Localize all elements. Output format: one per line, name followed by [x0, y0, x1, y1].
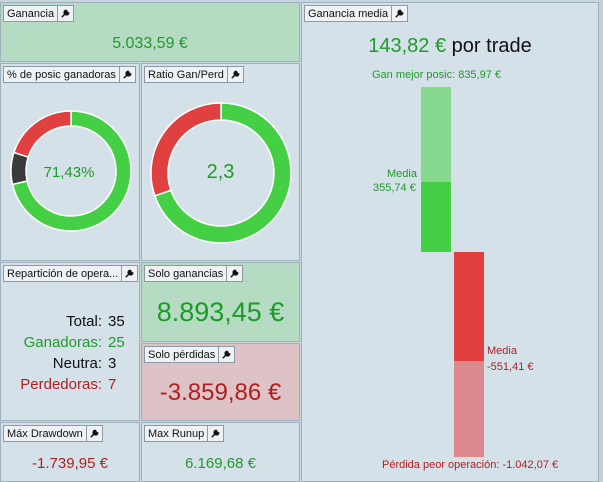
- wrench-icon[interactable]: [57, 6, 73, 21]
- row-value: 35: [108, 313, 125, 330]
- solo-ganancias-panel: Solo ganancias 8.893,45 €: [141, 262, 300, 342]
- solo-ganancias-value: 8.893,45 €: [156, 297, 285, 327]
- loss-segment: [12, 110, 72, 159]
- ganancia-value: 5.033,59 €: [112, 35, 188, 52]
- ganancia-media-title: Ganancia media: [308, 7, 389, 20]
- solo-ganancias-title: Solo ganancias: [148, 267, 224, 280]
- ganancia-media-panel: Ganancia media 143,82 € por trade Gan me…: [301, 2, 599, 482]
- max-runup-header: Max Runup: [144, 425, 225, 442]
- ganancia-header: Ganancia: [3, 5, 75, 22]
- wrench-icon[interactable]: [207, 426, 223, 441]
- row-value: 25: [108, 334, 125, 351]
- row-label: Ganadoras:: [23, 334, 102, 351]
- wrench-icon[interactable]: [85, 426, 102, 441]
- loss-segment: [150, 102, 222, 197]
- wrench-icon[interactable]: [118, 67, 135, 82]
- ratio-value: 2,3: [206, 161, 235, 183]
- pct-ganadoras-donut: [10, 110, 132, 232]
- pct-ganadoras-panel: % de posic ganadoras 71,43%: [0, 63, 140, 261]
- win-avg-bar: [421, 181, 451, 252]
- win-segment: [11, 110, 132, 232]
- reparticion-title: Repartición de opera...: [7, 267, 119, 280]
- row-value: 7: [108, 376, 117, 393]
- max-runup-panel: Max Runup 6.169,68 €: [141, 422, 300, 482]
- solo-perdidas-value: -3.859,86 €: [159, 379, 282, 406]
- loss-avg-bar: [454, 252, 484, 361]
- ganancia-title: Ganancia: [7, 7, 55, 20]
- wrench-icon[interactable]: [121, 266, 137, 281]
- max-runup-title: Max Runup: [148, 427, 205, 440]
- solo-perdidas-title: Solo pérdidas: [148, 348, 216, 361]
- worst-operation-label: Pérdida peor operación: -1.042,07 €: [382, 459, 559, 471]
- row-label: Perdedoras:: [20, 376, 102, 393]
- ganancia-panel: Ganancia 5.033,59 €: [0, 2, 300, 62]
- ganancia-media-value: 143,82 €: [368, 35, 447, 57]
- ratio-donut: [150, 102, 292, 244]
- max-drawdown-panel: Máx Drawdown -1.739,95 €: [0, 422, 140, 482]
- solo-perdidas-header: Solo pérdidas: [144, 346, 236, 363]
- wrench-icon[interactable]: [226, 266, 242, 281]
- max-drawdown-title: Máx Drawdown: [7, 427, 83, 440]
- max-drawdown-header: Máx Drawdown: [3, 425, 103, 442]
- loss-max-bar: [454, 360, 484, 458]
- row-label: Neutra:: [52, 355, 102, 372]
- ganancia-media-headline: 143,82 € por trade: [302, 35, 598, 58]
- win-media-label: Media: [387, 168, 417, 180]
- ratio-panel: Ratio Gan/Perd 2,3: [141, 63, 300, 261]
- right-edge-divider: [599, 0, 603, 482]
- ratio-header: Ratio Gan/Perd: [144, 66, 244, 83]
- best-position-label: Gan mejor posic: 835,97 €: [372, 69, 502, 81]
- row-label: Total:: [66, 313, 102, 330]
- win-media-value: 355,74 €: [373, 182, 416, 194]
- pct-ganadoras-title: % de posic ganadoras: [7, 68, 116, 81]
- pct-ganadoras-header: % de posic ganadoras: [3, 66, 136, 83]
- wrench-icon[interactable]: [391, 6, 407, 21]
- pct-ganadoras-value: 71,43%: [43, 164, 95, 181]
- solo-ganancias-header: Solo ganancias: [144, 265, 244, 282]
- max-drawdown-value: -1.739,95 €: [32, 455, 108, 472]
- row-value: 3: [108, 355, 117, 372]
- ganancia-media-header: Ganancia media: [304, 5, 409, 22]
- ratio-title: Ratio Gan/Perd: [148, 68, 224, 81]
- ganancia-media-suffix: por trade: [451, 35, 532, 57]
- max-runup-value: 6.169,68 €: [185, 455, 256, 472]
- wrench-icon[interactable]: [226, 67, 243, 82]
- wrench-icon[interactable]: [218, 347, 234, 362]
- solo-perdidas-panel: Solo pérdidas -3.859,86 €: [141, 343, 300, 421]
- loss-media-label: Media: [487, 345, 517, 357]
- loss-media-value: -551,41 €: [487, 361, 534, 373]
- reparticion-header: Repartición de opera...: [3, 265, 139, 282]
- reparticion-panel: Repartición de opera... Total: 35 Ganado…: [0, 262, 140, 421]
- win-segment: [153, 102, 292, 244]
